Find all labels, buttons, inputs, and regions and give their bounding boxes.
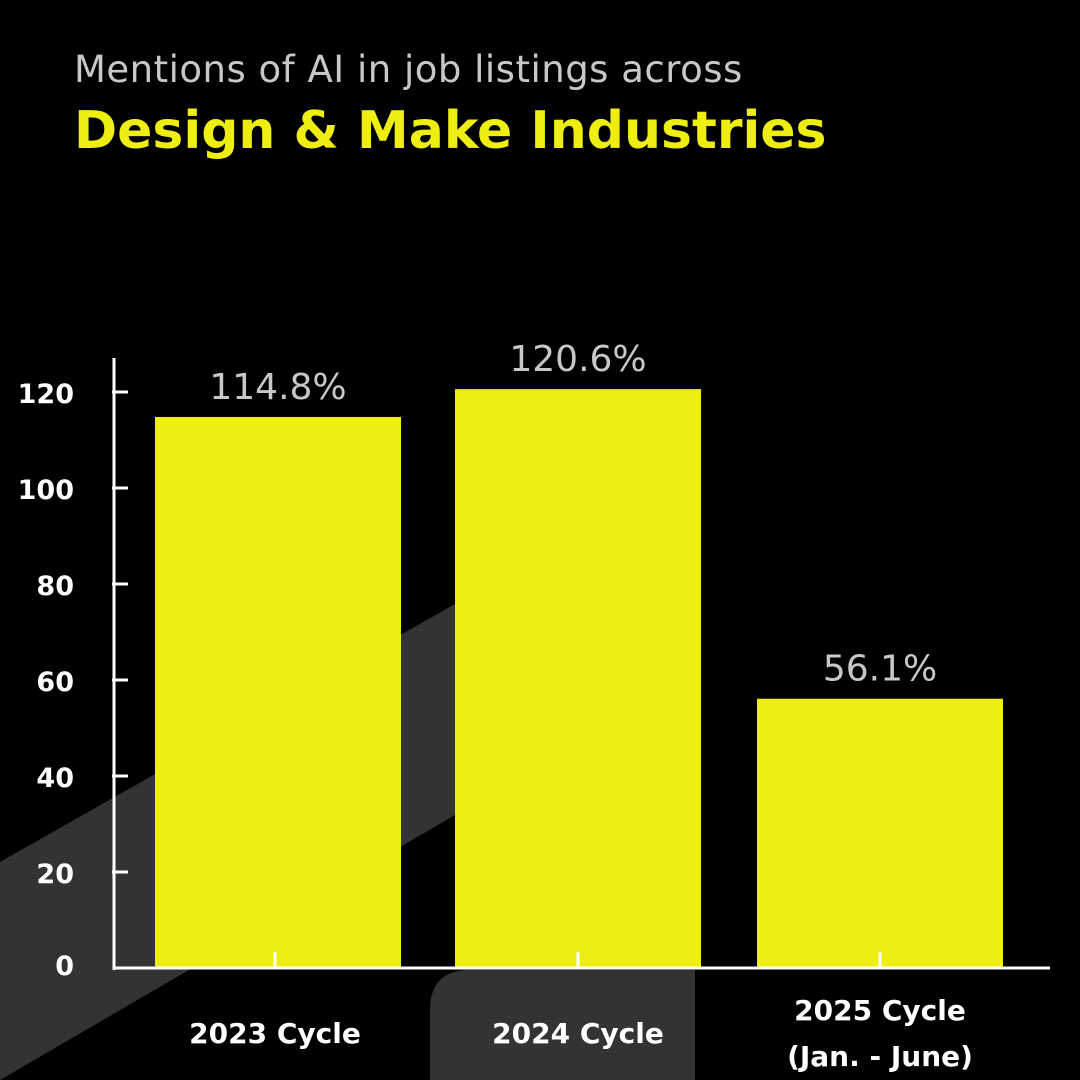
bar [757, 698, 1003, 968]
x-tick-label: 2024 Cycle [492, 1017, 664, 1050]
x-tick-label: (Jan. - June) [787, 1040, 973, 1073]
bar-value-label: 114.8% [209, 367, 346, 408]
y-tick-label: 80 [36, 571, 74, 602]
bar-value-label: 120.6% [509, 339, 646, 380]
y-tick-label: 60 [36, 667, 74, 698]
y-tick-label: 100 [18, 475, 74, 506]
bar [455, 389, 701, 968]
bar-value-label: 56.1% [823, 649, 937, 690]
decor-block-bottom [430, 970, 695, 1080]
chart-title-block: Mentions of AI in job listings across De… [74, 46, 827, 162]
y-tick-label: 0 [55, 951, 74, 982]
y-tick-label: 40 [36, 763, 74, 794]
chart-subtitle: Mentions of AI in job listings across [74, 48, 743, 91]
bar [155, 416, 401, 969]
x-tick-label: 2023 Cycle [189, 1017, 361, 1050]
y-tick-label: 120 [18, 379, 74, 410]
x-tick-label: 2025 Cycle [794, 994, 966, 1027]
y-tick-label: 20 [36, 859, 74, 890]
chart-title: Design & Make Industries [74, 101, 827, 161]
